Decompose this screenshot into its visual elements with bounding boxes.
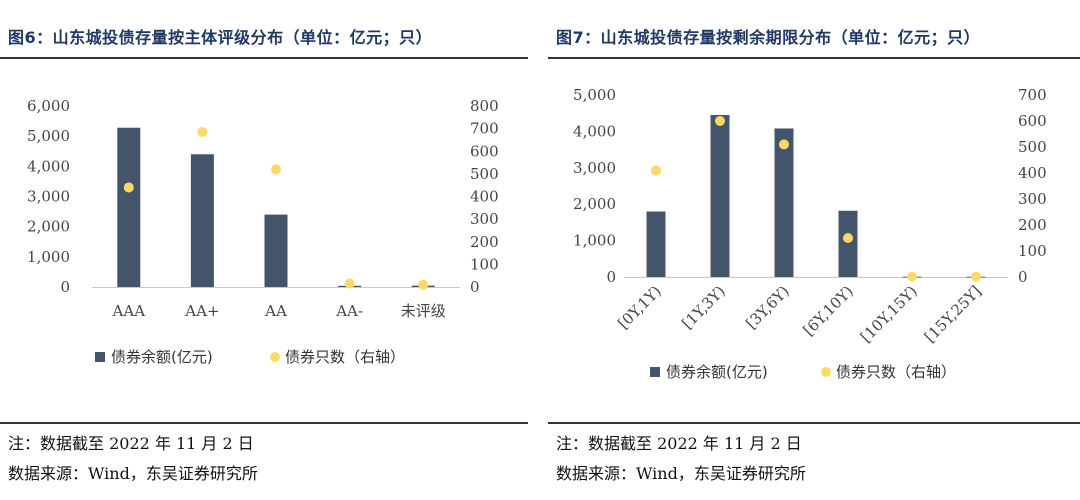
y-right-tick-label: 600 bbox=[1018, 112, 1047, 130]
y-right-tick-label: 300 bbox=[1018, 190, 1047, 208]
data-point bbox=[715, 116, 725, 126]
y-left-tick-label: 1,000 bbox=[573, 232, 616, 250]
y-right-tick-label: 700 bbox=[470, 120, 499, 138]
y-right-tick-label: 700 bbox=[1018, 86, 1047, 104]
y-left-tick-label: 0 bbox=[606, 268, 616, 286]
data-point bbox=[197, 127, 208, 138]
y-right-tick-label: 400 bbox=[1018, 164, 1047, 182]
y-left-tick-label: 4,000 bbox=[573, 122, 616, 140]
x-tick-label: AA bbox=[264, 302, 287, 320]
notes-divider bbox=[0, 422, 528, 424]
y-right-tick-label: 0 bbox=[1018, 268, 1028, 286]
data-point bbox=[907, 271, 917, 282]
x-tick-label: AA+ bbox=[184, 302, 219, 320]
y-right-tick-label: 100 bbox=[1018, 242, 1047, 260]
data-point bbox=[344, 278, 355, 289]
y-right-tick-label: 600 bbox=[470, 142, 499, 160]
chart-title: 图6：山东城投债存量按主体评级分布（单位：亿元；只） bbox=[8, 28, 433, 47]
data-point bbox=[651, 165, 661, 176]
y-left-tick-label: 0 bbox=[60, 278, 70, 296]
x-tick-label: [15Y,25Y] bbox=[921, 282, 985, 346]
y-left-tick-label: 5,000 bbox=[573, 86, 616, 104]
source-note: 数据来源：Wind，东吴证券研究所 bbox=[556, 464, 806, 483]
x-tick-label: 未评级 bbox=[401, 302, 446, 320]
x-tick-label: AAA bbox=[112, 302, 146, 320]
chart-panel-rating: 图6：山东城投债存量按主体评级分布（单位：亿元；只） 0 1,000 2,000 3,… bbox=[0, 0, 528, 500]
legend-bar-swatch bbox=[650, 367, 660, 377]
data-point bbox=[843, 233, 853, 243]
data-point bbox=[418, 279, 429, 290]
y-left-tick-label: 4,000 bbox=[27, 157, 70, 175]
bar bbox=[117, 127, 141, 287]
y-right-tick-label: 200 bbox=[1018, 216, 1047, 234]
notes-divider bbox=[548, 422, 1080, 424]
source-note: 数据来源：Wind，东吴证券研究所 bbox=[8, 464, 258, 483]
date-note: 注：数据截至 2022 年 11 月 2 日 bbox=[8, 434, 254, 453]
y-right-tick-label: 300 bbox=[470, 210, 499, 228]
bar bbox=[774, 128, 794, 277]
chart-title: 图7：山东城投债存量按剩余期限分布（单位：亿元；只） bbox=[556, 28, 981, 47]
x-tick-label: [6Y,10Y) bbox=[800, 282, 857, 339]
data-point bbox=[271, 164, 281, 175]
y-right-tick-label: 400 bbox=[470, 188, 499, 206]
date-note: 注：数据截至 2022 年 11 月 2 日 bbox=[556, 434, 802, 453]
y-right-tick-label: 800 bbox=[470, 97, 499, 115]
legend-dot-swatch bbox=[270, 352, 280, 362]
data-point bbox=[123, 182, 134, 193]
data-point bbox=[971, 271, 981, 282]
bar bbox=[710, 115, 730, 277]
title-divider bbox=[548, 57, 1080, 59]
x-tick-label: [0Y,1Y) bbox=[614, 282, 665, 333]
y-left-tick-label: 3,000 bbox=[573, 159, 616, 177]
y-right-tick-label: 500 bbox=[1018, 138, 1047, 156]
y-right-tick-label: 200 bbox=[470, 233, 499, 251]
bar bbox=[190, 154, 214, 287]
x-tick-label: AA- bbox=[335, 302, 363, 320]
y-left-tick-label: 2,000 bbox=[573, 195, 616, 213]
title-divider bbox=[0, 57, 528, 59]
chart-panel-maturity: 图7：山东城投债存量按剩余期限分布（单位：亿元；只） 0 1,000 2,000 3,… bbox=[548, 0, 1080, 500]
y-right-tick-label: 500 bbox=[470, 165, 499, 183]
bar bbox=[646, 211, 666, 277]
chart-maturity-distribution: 0 1,000 2,000 3,000 4,000 5,000 0 100 200 300 400 5… bbox=[573, 86, 1047, 381]
bar bbox=[838, 210, 858, 277]
legend-label: 债券余额(亿元) bbox=[111, 348, 213, 366]
y-left-tick-label: 5,000 bbox=[27, 127, 70, 145]
x-tick-label: [10Y,15Y) bbox=[857, 282, 921, 346]
y-left-tick-label: 3,000 bbox=[27, 188, 70, 206]
data-point bbox=[779, 139, 789, 150]
y-right-tick-label: 100 bbox=[470, 255, 499, 273]
y-left-tick-label: 2,000 bbox=[27, 218, 70, 236]
y-left-tick-label: 6,000 bbox=[27, 97, 70, 115]
legend-dot-swatch bbox=[821, 367, 831, 377]
legend-bar-swatch bbox=[95, 352, 105, 362]
x-tick-label: [1Y,3Y) bbox=[678, 282, 729, 333]
x-tick-label: [3Y,6Y) bbox=[742, 282, 793, 333]
legend-label: 债券余额(亿元) bbox=[666, 363, 768, 381]
legend-label: 债券只数（右轴） bbox=[285, 348, 405, 366]
y-left-tick-label: 1,000 bbox=[27, 248, 70, 266]
y-right-tick-label: 0 bbox=[470, 278, 480, 296]
legend-label: 债券只数（右轴） bbox=[836, 363, 956, 381]
bar bbox=[264, 214, 288, 287]
chart-rating-distribution: 0 1,000 2,000 3,000 4,000 5,000 6,000 0 100 200 30… bbox=[27, 97, 499, 366]
